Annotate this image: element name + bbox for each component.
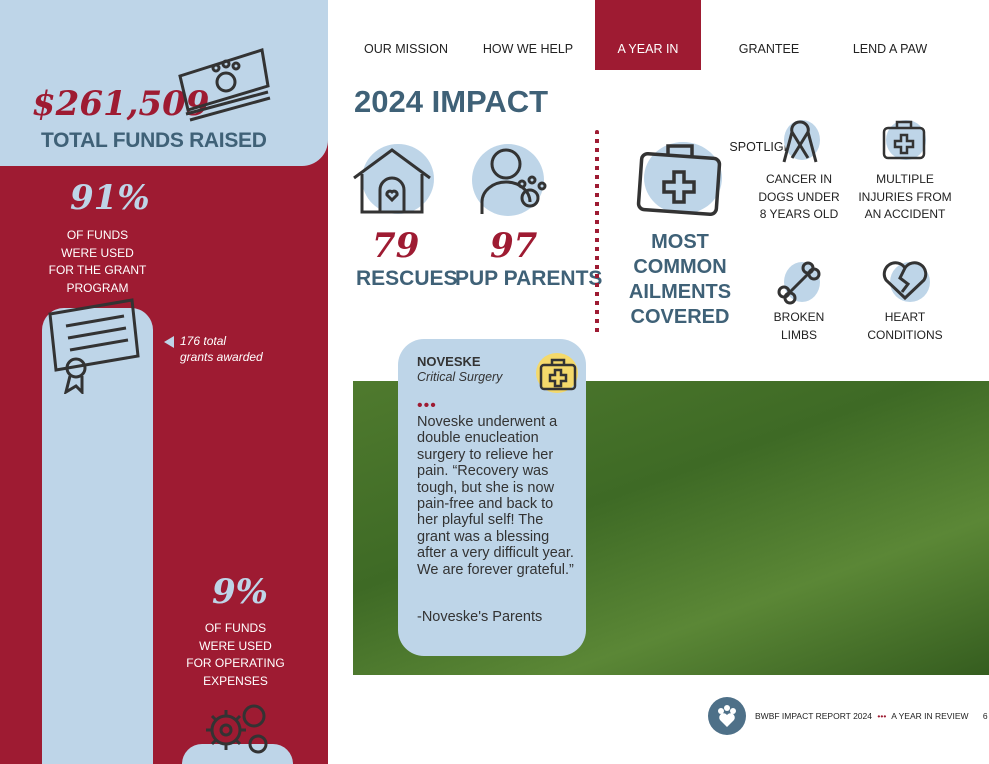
text-line: COMMON [633,256,727,278]
story-quote: Noveske underwent a double enucleation s… [417,414,574,578]
first-aid-kit-icon [636,144,722,216]
grant-percent-bar [42,308,153,764]
story-card: NOVESKE Critical Surgery ••• Noveske und… [398,339,586,656]
footer-section: A YEAR IN REVIEW [891,711,969,721]
funds-raised-panel [0,0,328,166]
text-line: COVERED [630,306,730,328]
rescues-label: RESCUES [356,267,458,290]
text-line: AILMENTS [628,281,732,303]
page-title: 2024 IMPACT [354,84,549,119]
icon-backdrop [472,144,544,216]
text-line: HEART [884,310,926,324]
pointer-arrow-icon [164,336,174,348]
dots-decoration: ••• [417,397,437,414]
ailment-injuries: MULTIPLE INJURIES FROM AN ACCIDENT [858,171,952,224]
nav-our-mission[interactable]: OUR MISSION [363,42,449,56]
doghouse-icon [353,148,431,214]
story-name: NOVESKE [417,354,481,369]
text-line: OF FUNDS [204,621,267,635]
text-line: 176 total [180,334,227,348]
rescues-value: 79 [372,226,420,266]
first-aid-kit-icon [882,120,926,160]
ribbon-icon [782,120,818,163]
text-line: EXPENSES [203,673,268,688]
broken-heart-icon [882,261,928,301]
dots-decoration: ••• [877,711,887,721]
text-line: LIMBS [780,327,817,342]
text-line: WERE USED [199,638,272,653]
dotted-divider [595,130,599,336]
story-attribution: -Noveske's Parents [417,609,543,625]
ailments-heading: MOST COMMON AILMENTS COVERED [628,230,732,330]
nav-lend-a-paw[interactable]: LEND A PAW [852,42,928,56]
paw-logo-icon [708,697,746,735]
text-line: grants awarded [180,350,263,364]
pup-parents-label: PUP PARENTS [455,267,603,290]
pup-parents-value: 97 [490,226,538,266]
funds-label: TOTAL FUNDS RAISED [41,129,267,152]
grant-text: OF FUNDS WERE USED FOR THE GRANT PROGRAM [40,227,155,297]
operating-text: OF FUNDS WERE USED FOR OPERATING EXPENSES [178,620,293,690]
funds-amount: $261,509 [32,84,210,124]
text-line: CANCER IN [765,172,832,186]
grant-percent: 91% [70,178,150,218]
text-line: OF FUNDS [66,228,129,242]
page-number: 6 [982,711,988,721]
operating-percent: 9% [212,572,268,612]
text-line: FOR OPERATING [186,656,285,670]
text-line: BROKEN [773,310,825,324]
text-line: WERE USED [61,245,134,260]
ailment-heart: HEART CONDITIONS [858,309,952,344]
text-line: PROGRAM [66,280,129,295]
money-stack-icon [178,48,271,122]
text-line: 8 YEARS OLD [759,207,839,221]
nav-how-we-help[interactable]: HOW WE HELP [482,42,574,56]
text-line: FOR THE GRANT [48,263,147,277]
text-line: CONDITIONS [867,327,943,342]
ailment-cancer: CANCER IN DOGS UNDER 8 YEARS OLD [754,171,844,224]
ailment-broken-limbs: BROKEN LIMBS [754,309,844,344]
certificate-icon [48,298,140,394]
text-line: AN ACCIDENT [864,207,946,221]
text-line: MULTIPLE [876,172,934,186]
text-line: DOGS UNDER [758,189,840,204]
bone-icon [777,261,821,305]
pet-parent-icon [480,148,547,214]
footer-report: BWBF IMPACT REPORT 2024 [755,711,872,721]
nav-a-year-in-review[interactable]: A YEAR IN REVIEW [595,0,701,154]
text-line: MOST [651,231,709,253]
first-aid-kit-icon [539,358,577,391]
gears-icon [206,704,268,754]
nav-grantee-spotlights[interactable]: GRANTEE SPOTLIGHTS [729,42,809,154]
story-subtitle: Critical Surgery [417,370,503,384]
text-line: INJURIES FROM [858,189,952,204]
footer: BWBF IMPACT REPORT 2024 ••• A YEAR IN RE… [755,711,988,721]
grants-note: 176 total grants awarded [180,333,263,365]
